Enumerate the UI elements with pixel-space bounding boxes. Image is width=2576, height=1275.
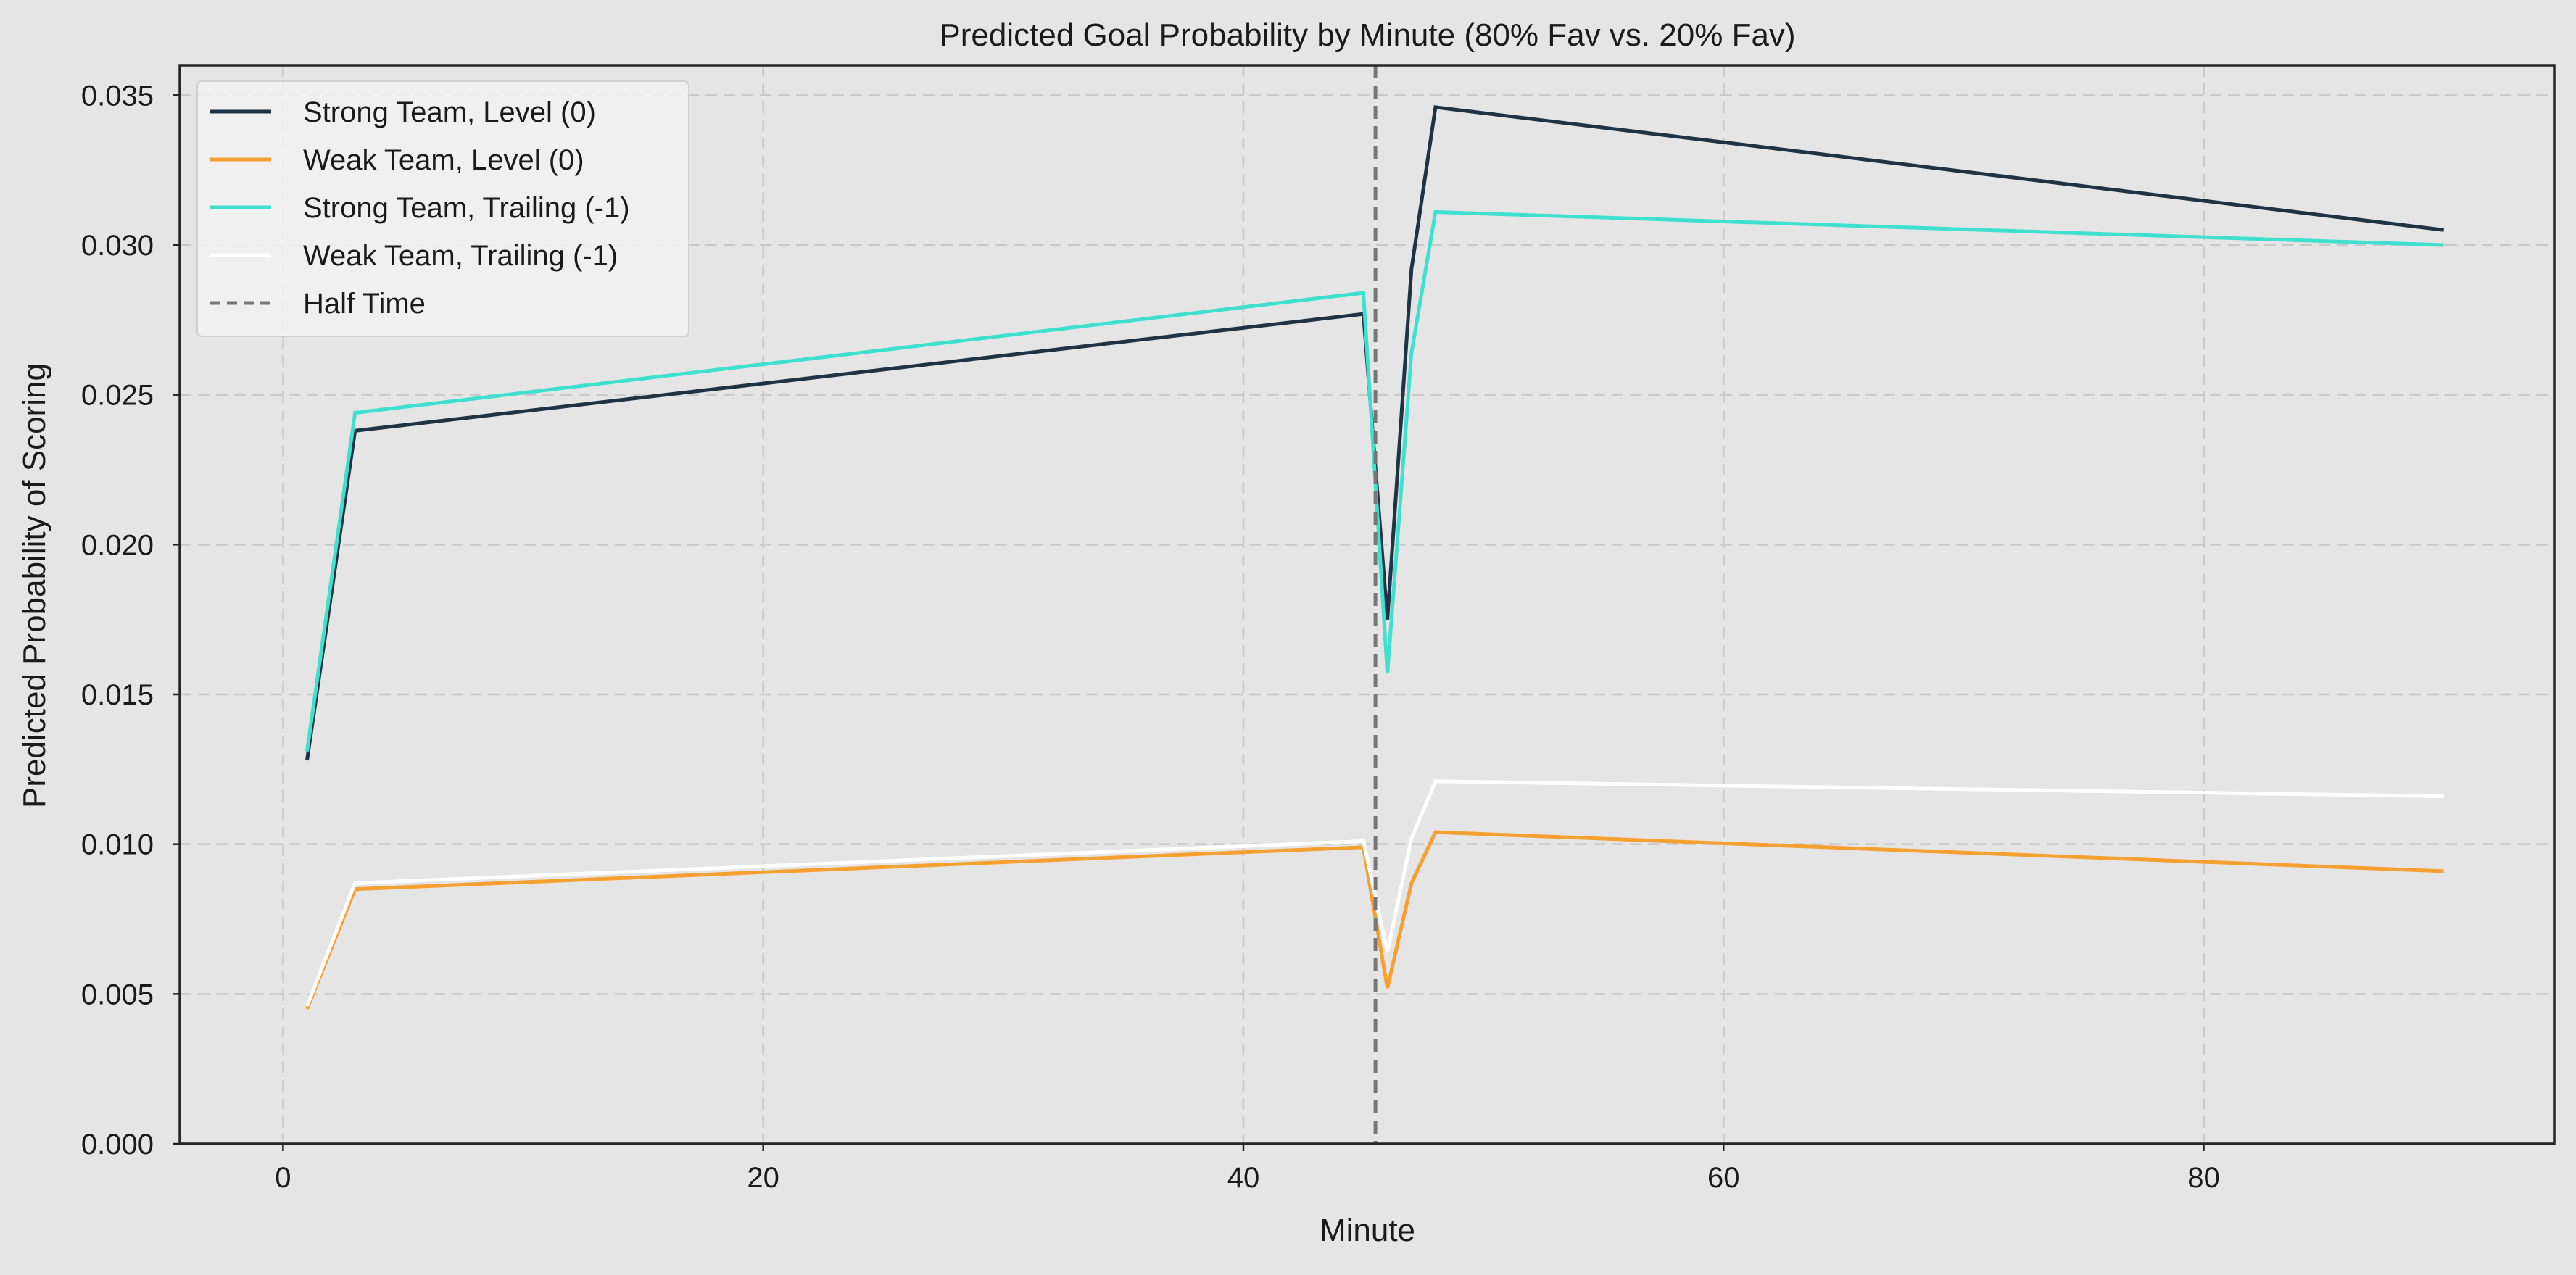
x-tick-label: 40 — [1227, 1162, 1260, 1194]
legend-label: Strong Team, Level (0) — [303, 96, 596, 128]
y-tick-label: 0.015 — [81, 679, 154, 711]
legend-label: Strong Team, Trailing (-1) — [303, 192, 630, 224]
legend-label: Half Time — [303, 288, 426, 320]
plot-frame — [178, 64, 2556, 1145]
chart-title: Predicted Goal Probability by Minute (80… — [939, 17, 1795, 53]
legend: Strong Team, Level (0) Weak Team, Level (… — [196, 80, 689, 337]
x-tick-label: 20 — [747, 1162, 779, 1194]
series-line-2 — [305, 830, 2444, 1010]
x-tick-label: 80 — [2187, 1162, 2220, 1194]
y-axis-label: Predicted Probability of Scoring — [17, 363, 52, 808]
plot-area: 0 20 40 60 80 0.000 0.005 0.010 0.015 0.020 0.025 0… — [81, 64, 2556, 1194]
legend-label: Weak Team, Level (0) — [303, 144, 584, 176]
y-tick-label: 0.020 — [81, 529, 154, 561]
y-tick-label: 0.010 — [81, 829, 154, 861]
y-tick-label: 0.030 — [81, 230, 154, 262]
legend-label: Weak Team, Trailing (-1) — [303, 240, 618, 272]
series-line-4 — [305, 779, 2444, 1007]
y-tick-label: 0.035 — [81, 80, 154, 112]
x-axis-label: Minute — [1320, 1213, 1415, 1248]
legend-box — [196, 80, 689, 337]
series-line-1 — [305, 105, 2445, 761]
y-tick-label: 0.005 — [81, 979, 154, 1010]
y-tick-label: 0.025 — [81, 380, 154, 412]
x-tick-label: 60 — [1707, 1162, 1740, 1194]
y-tick-label: 0.000 — [81, 1129, 154, 1160]
x-tick-label: 0 — [275, 1162, 291, 1194]
series-line-3 — [305, 209, 2444, 752]
